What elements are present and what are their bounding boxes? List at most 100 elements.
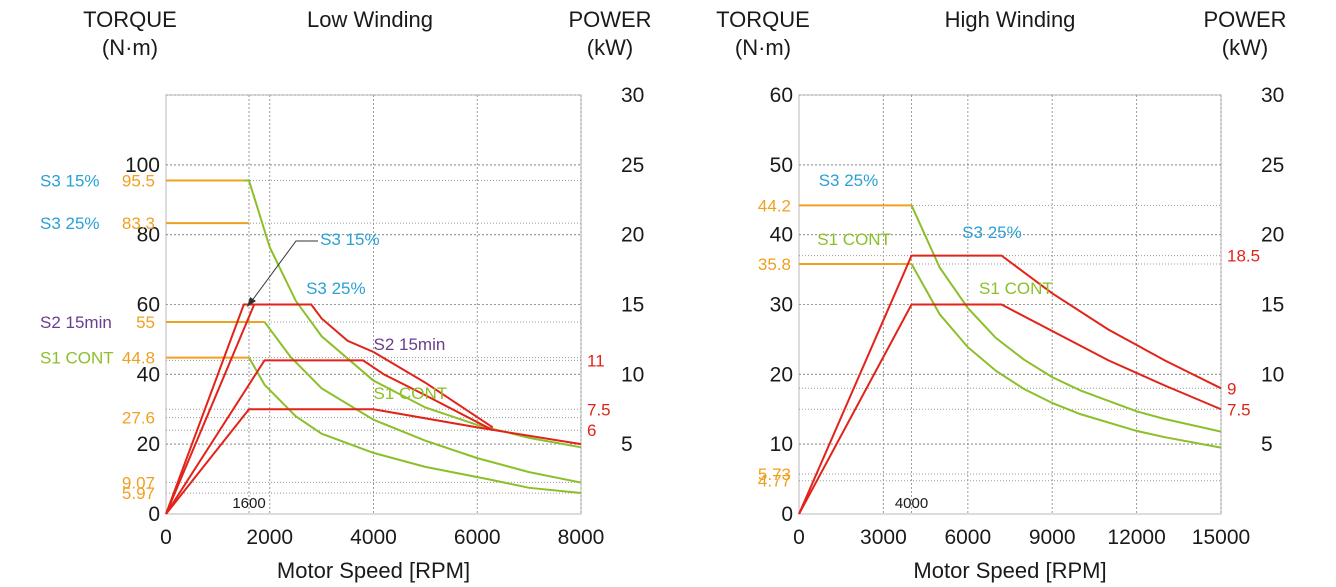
high-x-axis-label: Motor Speed [RPM] xyxy=(913,558,1106,583)
low-power-tick-label: 30 xyxy=(621,84,644,107)
low-torque-marker-label: 95.5 xyxy=(122,172,155,191)
low-curve-annotation: S3 15% xyxy=(320,230,380,249)
high-torque-marker-label: 44.2 xyxy=(758,196,791,215)
high-power-marker-label: 9 xyxy=(1227,379,1236,398)
low-torque-marker-label: 55 xyxy=(136,313,155,332)
high-x-tick-label: 3000 xyxy=(860,526,907,549)
high-power-tick-label: 20 xyxy=(1261,224,1284,247)
low-power-tick-label: 5 xyxy=(621,433,633,456)
high-torque-curve-s3-25- xyxy=(910,204,1222,433)
high-power-curve-s1-cont xyxy=(798,303,1222,515)
low-power-marker-label: 7.5 xyxy=(587,400,611,419)
low-power-marker-label: 6 xyxy=(587,421,596,440)
low-torque-marker-label: 9.07 xyxy=(122,473,155,492)
low-winding-title: Low Winding xyxy=(307,7,433,32)
high-power-tick-label: 10 xyxy=(1261,363,1284,386)
high-winding-chart: 0 3000 6000 9000 12000 15000 4000 0 10 20 30 40 50 60… xyxy=(758,84,1284,583)
high-power-tick-label: 25 xyxy=(1261,154,1284,177)
low-torque-marker-label: 27.6 xyxy=(122,409,155,428)
low-power-label-line1: POWER xyxy=(568,7,652,32)
low-torque-marker-label: 44.8 xyxy=(122,349,155,368)
low-s3-15-leader-line xyxy=(250,240,318,303)
low-torque-tick-label: 20 xyxy=(137,433,160,456)
high-power-tick-label: 30 xyxy=(1261,84,1284,107)
low-x-tick-label: 8000 xyxy=(558,526,605,549)
low-torque-curve-s3-15- xyxy=(243,179,582,449)
high-curve-annotation: S3 25% xyxy=(962,223,1022,242)
high-torque-tick-label: 60 xyxy=(770,84,793,107)
high-torque-marker-label: 35.8 xyxy=(758,255,791,274)
high-power-label-line1: POWER xyxy=(1203,7,1287,32)
low-s3-15-arrowhead-icon xyxy=(247,297,256,307)
high-torque-tick-label: 30 xyxy=(770,294,793,317)
low-x-axis-label: Motor Speed [RPM] xyxy=(277,558,470,583)
high-power-tick-label: 5 xyxy=(1261,433,1273,456)
high-curve-annotation: S1 CONT xyxy=(979,279,1053,298)
low-x-tick-label: 4000 xyxy=(350,526,397,549)
high-winding-title: High Winding xyxy=(944,7,1076,32)
high-torque-marker-label: 4.77 xyxy=(758,472,791,491)
low-left-annotation: S3 25% xyxy=(40,214,100,233)
low-torque-curve-s2-15min xyxy=(263,321,582,484)
high-x-tick-label: 6000 xyxy=(944,526,991,549)
high-torque-tick-label: 50 xyxy=(770,154,793,177)
low-power-curve-s3-15- xyxy=(165,303,494,515)
high-power-marker-label: 18.5 xyxy=(1227,247,1260,266)
high-power-curve-s3-25- xyxy=(798,254,1222,515)
high-torque-tick-label: 20 xyxy=(770,363,793,386)
low-torque-tick-label: 40 xyxy=(137,363,160,386)
high-power-tick-label: 15 xyxy=(1261,294,1284,317)
low-power-axis-label: POWER (kW) xyxy=(555,6,665,62)
high-power-marker-label: 7.5 xyxy=(1227,400,1251,419)
high-x-tick-label: 15000 xyxy=(1192,526,1250,549)
low-torque-tick-label: 80 xyxy=(137,224,160,247)
high-torque-curve-s1-cont xyxy=(910,263,1222,449)
low-torque-curve-s1-cont xyxy=(248,357,582,495)
low-power-label-line2: (kW) xyxy=(586,35,634,60)
low-torque-label-line2: (N·m) xyxy=(101,35,159,60)
high-torque-tick-label: 10 xyxy=(770,433,793,456)
low-winding-chart: 0 2000 4000 6000 8000 1600 0 20 40 60 80 100 5 10 15 20… xyxy=(40,84,644,583)
low-power-tick-label: 15 xyxy=(621,294,644,317)
high-power-axis-label: POWER (kW) xyxy=(1190,6,1300,62)
high-torque-marker-label: 5.73 xyxy=(758,465,791,484)
high-torque-label-line1: TORQUE xyxy=(716,7,810,32)
high-curve-annotation: S3 25% xyxy=(819,171,879,190)
high-x-tick-label: 9000 xyxy=(1029,526,1076,549)
low-torque-axis-label: TORQUE (N·m) xyxy=(70,6,190,62)
low-power-curve-s3-25- xyxy=(165,359,494,515)
low-left-annotation: S3 15% xyxy=(40,172,100,191)
low-torque-tick-label: 0 xyxy=(148,503,160,526)
low-power-tick-label: 20 xyxy=(621,224,644,247)
low-torque-tick-label: 100 xyxy=(125,154,160,177)
low-torque-label-line1: TORQUE xyxy=(83,7,177,32)
low-power-tick-label: 25 xyxy=(621,154,644,177)
low-curve-annotation: S2 15min xyxy=(374,335,446,354)
high-x-tick-label: 0 xyxy=(793,526,805,549)
low-power-marker-label: 11 xyxy=(587,351,605,370)
low-power-curve-s2-15min xyxy=(165,304,256,515)
high-torque-axis-label: TORQUE (N·m) xyxy=(703,6,823,62)
high-torque-label-line2: (N·m) xyxy=(734,35,792,60)
low-left-annotation: S1 CONT xyxy=(40,349,114,368)
low-torque-tick-label: 60 xyxy=(137,294,160,317)
high-torque-tick-label: 40 xyxy=(770,224,793,247)
low-curve-annotation: S3 25% xyxy=(306,279,366,298)
low-x-tick-label: 6000 xyxy=(454,526,501,549)
high-curve-annotation: S1 CONT xyxy=(817,230,891,249)
low-curve-annotation: S1 CONT xyxy=(374,384,448,403)
low-power-tick-label: 10 xyxy=(621,363,644,386)
high-torque-tick-label: 0 xyxy=(781,503,793,526)
low-x-tick-label: 0 xyxy=(160,526,172,549)
high-x-tick-label: 12000 xyxy=(1107,526,1165,549)
high-base-speed-label: 4000 xyxy=(895,495,928,512)
low-torque-marker-label: 83.3 xyxy=(122,214,155,233)
low-base-speed-label: 1600 xyxy=(232,495,265,512)
low-x-tick-label: 2000 xyxy=(246,526,293,549)
high-plot-frame xyxy=(798,94,1222,515)
low-left-annotation: S2 15min xyxy=(40,313,112,332)
low-power-curve-s1-cont xyxy=(165,408,582,515)
high-power-label-line2: (kW) xyxy=(1221,35,1269,60)
low-torque-marker-label: 5.97 xyxy=(122,484,155,503)
